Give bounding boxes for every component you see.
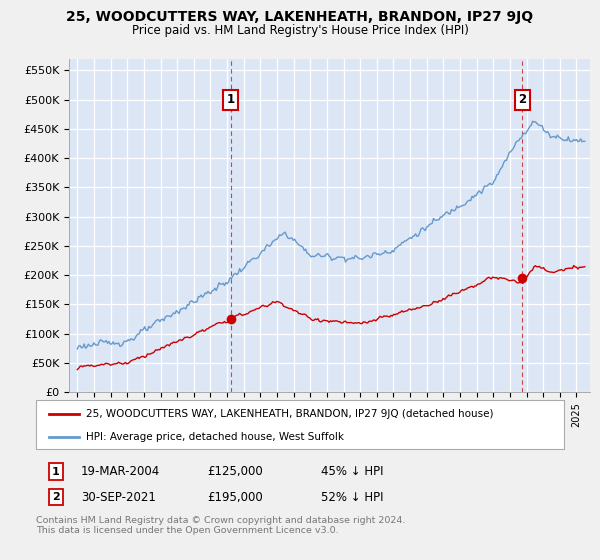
Text: HPI: Average price, detached house, West Suffolk: HPI: Average price, detached house, West… [86,432,344,442]
Text: 2: 2 [518,93,526,106]
Text: Contains HM Land Registry data © Crown copyright and database right 2024.: Contains HM Land Registry data © Crown c… [36,516,406,525]
Text: 30-SEP-2021: 30-SEP-2021 [81,491,156,504]
Text: 25, WOODCUTTERS WAY, LAKENHEATH, BRANDON, IP27 9JQ: 25, WOODCUTTERS WAY, LAKENHEATH, BRANDON… [67,10,533,24]
Text: 25, WOODCUTTERS WAY, LAKENHEATH, BRANDON, IP27 9JQ (detached house): 25, WOODCUTTERS WAY, LAKENHEATH, BRANDON… [86,409,494,419]
Text: 2: 2 [52,492,59,502]
Text: £125,000: £125,000 [207,465,263,478]
Text: 1: 1 [227,93,235,106]
Text: 19-MAR-2004: 19-MAR-2004 [81,465,160,478]
Text: £195,000: £195,000 [207,491,263,504]
Text: Price paid vs. HM Land Registry's House Price Index (HPI): Price paid vs. HM Land Registry's House … [131,24,469,36]
Text: 1: 1 [52,466,59,477]
Text: 45% ↓ HPI: 45% ↓ HPI [321,465,383,478]
Text: 52% ↓ HPI: 52% ↓ HPI [321,491,383,504]
Text: This data is licensed under the Open Government Licence v3.0.: This data is licensed under the Open Gov… [36,526,338,535]
